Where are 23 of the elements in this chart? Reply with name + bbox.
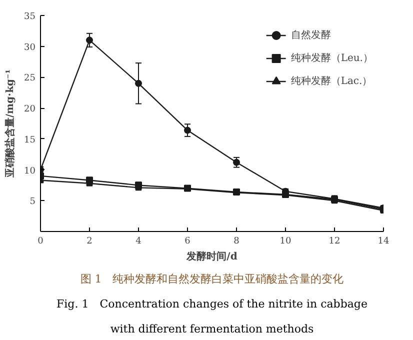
- x-axis-title: 发酵时间/d: [186, 250, 238, 262]
- y-tick-label: 30: [24, 42, 36, 53]
- x-tick-label: 14: [378, 236, 390, 246]
- legend-label: 纯种发酵（Lac.）: [290, 74, 372, 88]
- caption: 图 1 纯种发酵和自然发酵白菜中亚硝酸盐含量的变化: [80, 272, 344, 286]
- caption: Fig. 1 Concentration changes of the nitrite in cabbage: [56, 298, 368, 310]
- y-tick-label: 20: [24, 104, 36, 115]
- y-tick-label: 35: [24, 12, 36, 22]
- y-axis-title: 亚硝酸盐含量/mg·kg⁻¹: [4, 69, 16, 179]
- x-tick-label: 4: [136, 236, 142, 246]
- y-tick-label: 15: [24, 135, 36, 146]
- y-tick-label: 10: [24, 166, 36, 176]
- x-tick-label: 8: [234, 236, 240, 246]
- x-tick-label: 10: [280, 236, 292, 246]
- text: with different fermentation methods: [110, 322, 314, 336]
- y-tick-label: 5: [30, 197, 36, 208]
- legend-label: 自然发酵: [290, 29, 331, 42]
- y-tick-label: 25: [24, 74, 36, 84]
- x-tick-label: 2: [86, 236, 92, 246]
- legend-label: 纯种发酵（Leu.）: [290, 52, 373, 65]
- x-tick-label: 0: [38, 236, 44, 246]
- x-tick-label: 12: [328, 236, 340, 246]
- x-tick-label: 6: [184, 236, 191, 246]
